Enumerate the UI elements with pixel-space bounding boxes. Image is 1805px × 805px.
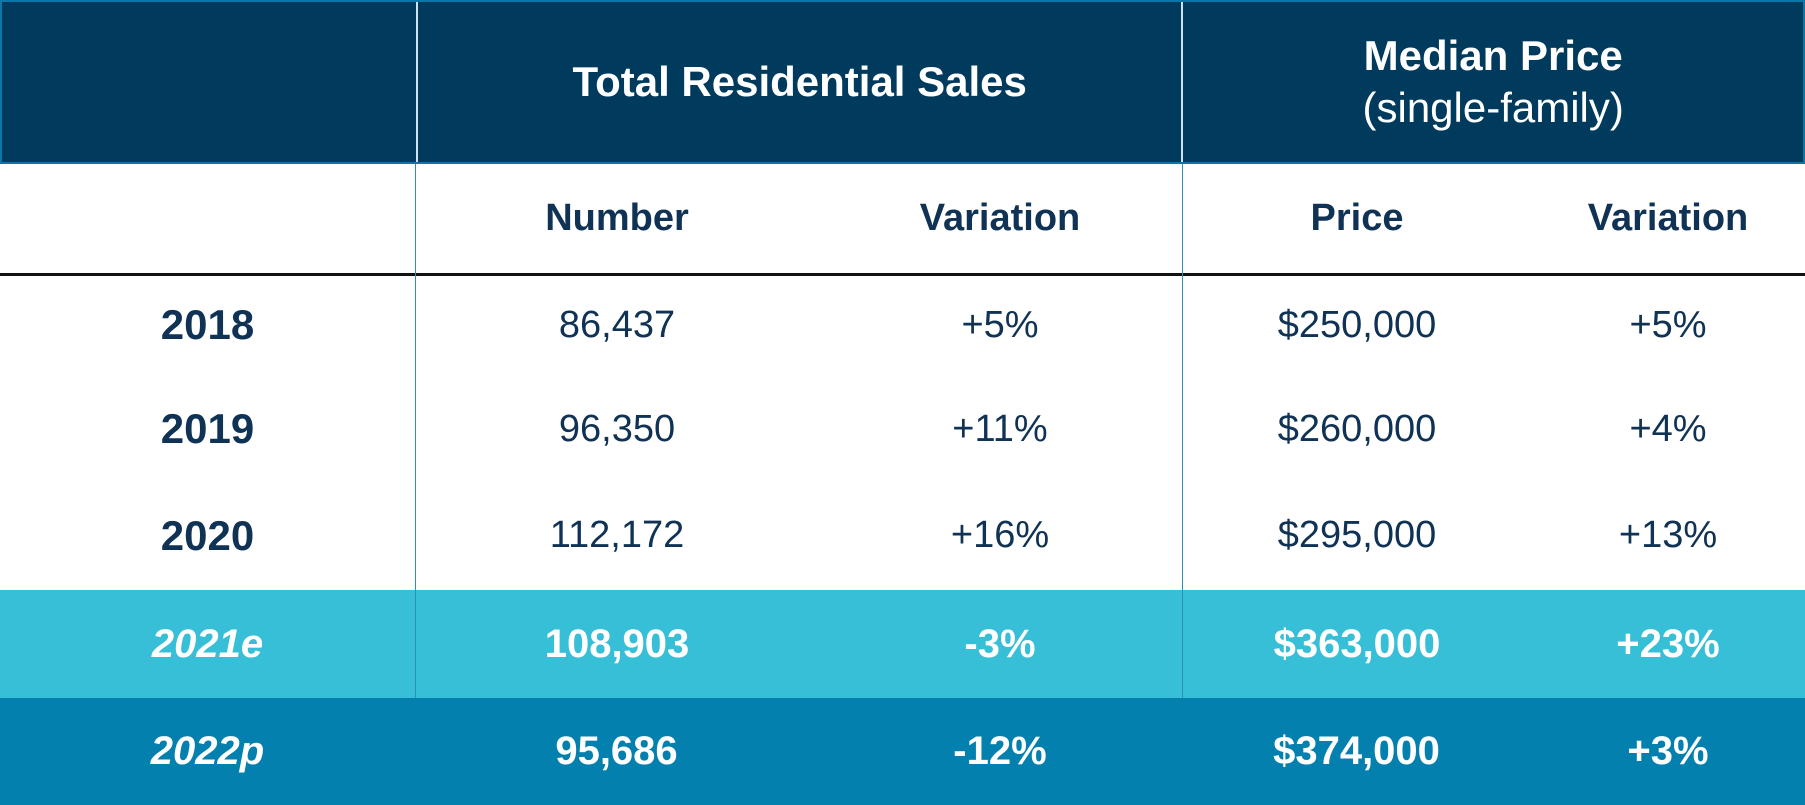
year-cell: 2019 — [160, 405, 255, 452]
projection-row: 2022p 95,686 -12% $374,000 +3% — [0, 698, 1805, 805]
number-variation-cell: +11% — [952, 407, 1048, 450]
year-cell: 2020 — [160, 511, 255, 559]
header-median-price: Median Price (single-family) — [1181, 2, 1803, 162]
price-cell: $295,000 — [1182, 481, 1531, 590]
table-row: 2018 86,437 +5% $250,000 +5% — [0, 273, 1805, 377]
number-cell: 86,437 — [415, 273, 818, 377]
price-cell: $363,000 — [1182, 590, 1531, 698]
price-variation-cell: +5% — [1629, 303, 1707, 346]
estimate-row: 2021e 108,903 -3% $363,000 +23% — [0, 590, 1805, 698]
header-median-price-subtitle: (single-family) — [1362, 84, 1624, 131]
price-variation-cell: +23% — [1616, 621, 1720, 666]
number-cell: 112,172 — [415, 481, 818, 590]
table-header: Total Residential Sales Median Price (si… — [0, 0, 1805, 164]
header-empty — [2, 2, 416, 162]
subheader-empty — [0, 164, 415, 273]
number-variation-cell: -3% — [964, 621, 1036, 666]
price-variation-cell: +13% — [1618, 514, 1718, 556]
number-cell: 96,350 — [415, 377, 818, 481]
subheader-number: Number — [415, 164, 818, 273]
price-variation-cell: +4% — [1629, 407, 1707, 450]
year-cell: 2021e — [151, 621, 264, 666]
price-variation-cell: +3% — [1627, 729, 1709, 773]
subheader-price: Price — [1182, 164, 1531, 273]
column-subheader: Number Variation Price Variation — [0, 164, 1805, 276]
subheader-price-variation: Variation — [1587, 197, 1749, 239]
number-variation-cell: -12% — [953, 729, 1047, 773]
table-row: 2019 96,350 +11% $260,000 +4% — [0, 377, 1805, 481]
year-cell: 2018 — [160, 301, 255, 348]
table-row: 2020 112,172 +16% $295,000 +13% — [0, 481, 1805, 590]
number-variation-cell: +5% — [961, 303, 1039, 346]
price-cell: $250,000 — [1182, 273, 1531, 377]
year-cell: 2022p — [150, 729, 265, 773]
price-cell: $260,000 — [1182, 377, 1531, 481]
header-total-sales: Total Residential Sales — [416, 2, 1181, 162]
number-cell: 108,903 — [415, 590, 818, 698]
number-variation-cell: +16% — [950, 514, 1050, 556]
subheader-variation: Variation — [919, 197, 1081, 239]
header-median-price-title: Median Price — [1363, 31, 1623, 79]
price-cell: $374,000 — [1273, 729, 1440, 773]
number-cell: 95,686 — [555, 729, 678, 773]
